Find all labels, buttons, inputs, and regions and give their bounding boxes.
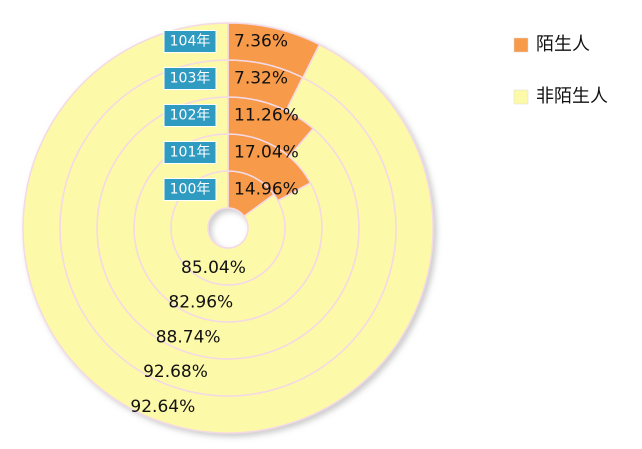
slice [22,22,434,434]
value-label: 11.26% [234,106,299,126]
value-label: 92.64% [130,397,195,417]
donut [22,22,434,434]
year-badge [163,141,217,164]
year-badge [163,104,217,127]
series-name: 100年 [170,182,211,198]
value-label: 14.96% [234,180,299,200]
year-badge [163,67,217,90]
legend-label: 非陌生人 [536,86,608,107]
value-label: 7.36% [234,32,288,52]
legend-swatch [513,89,529,105]
value-label: 85.04% [181,258,246,278]
legend-swatch [513,37,529,53]
series-name: 101年 [170,145,211,161]
series-name: 103年 [170,71,211,87]
value-label: 88.74% [156,327,221,347]
year-badge [163,178,217,201]
value-label: 17.04% [234,143,299,163]
value-label: 92.68% [143,362,208,382]
labels: 14.96% 85.04% 100年 17.04% 82.96% 101年 11.26% 88… [130,30,299,417]
value-label: 7.32% [234,69,288,89]
series-name: 104年 [170,34,211,50]
series-name: 102年 [170,108,211,124]
legend-label: 陌生人 [536,34,590,55]
value-label: 82.96% [168,293,233,313]
year-badge [163,30,217,53]
